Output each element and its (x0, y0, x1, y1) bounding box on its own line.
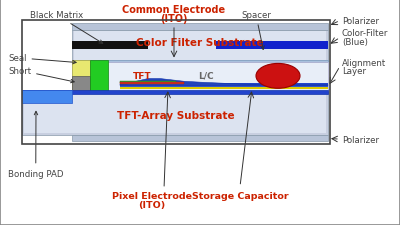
Text: Layer: Layer (342, 67, 366, 76)
Bar (72, 42, 148, 50)
Text: L/C: L/C (198, 72, 214, 81)
Text: Color-Filter: Color-Filter (342, 29, 388, 38)
Text: Common Electrode: Common Electrode (122, 5, 226, 15)
Text: Polarizer: Polarizer (342, 135, 379, 144)
Bar (74, 32, 326, 61)
Text: Short: Short (8, 66, 74, 83)
Bar (72, 24, 328, 30)
Bar (22, 91, 328, 94)
Bar (24, 93, 326, 134)
Text: (ITO): (ITO) (160, 14, 188, 24)
Bar (22, 92, 328, 135)
Text: Spacer: Spacer (241, 11, 271, 50)
Bar (120, 88, 328, 89)
Text: Storage Capacitor: Storage Capacitor (192, 191, 288, 200)
Text: Pixel Electrode: Pixel Electrode (112, 191, 192, 200)
Text: Polarizer: Polarizer (342, 17, 379, 26)
Text: Color Filter Substrate: Color Filter Substrate (136, 38, 264, 48)
Bar (90, 61, 108, 92)
Bar (120, 83, 328, 86)
Bar (120, 86, 328, 88)
Text: Bonding PAD: Bonding PAD (8, 112, 64, 178)
Text: (Blue): (Blue) (342, 38, 368, 47)
Text: Black Matrix: Black Matrix (30, 11, 103, 44)
Text: TFT: TFT (133, 71, 151, 80)
Bar (72, 63, 328, 92)
Text: Seal: Seal (8, 54, 76, 65)
Bar (22, 21, 330, 144)
Text: (ITO): (ITO) (138, 200, 166, 209)
Bar (72, 30, 328, 62)
Bar (120, 83, 184, 84)
Circle shape (256, 64, 300, 89)
Polygon shape (120, 79, 328, 86)
Bar (72, 61, 328, 63)
Text: Alignment: Alignment (342, 58, 386, 68)
Text: TFT-Array Substrate: TFT-Array Substrate (117, 110, 235, 120)
Bar (72, 61, 90, 92)
Bar (216, 42, 328, 50)
Bar (72, 91, 328, 94)
Bar (72, 135, 328, 142)
Bar (120, 81, 176, 83)
Bar (72, 76, 90, 92)
Bar (22, 91, 72, 104)
